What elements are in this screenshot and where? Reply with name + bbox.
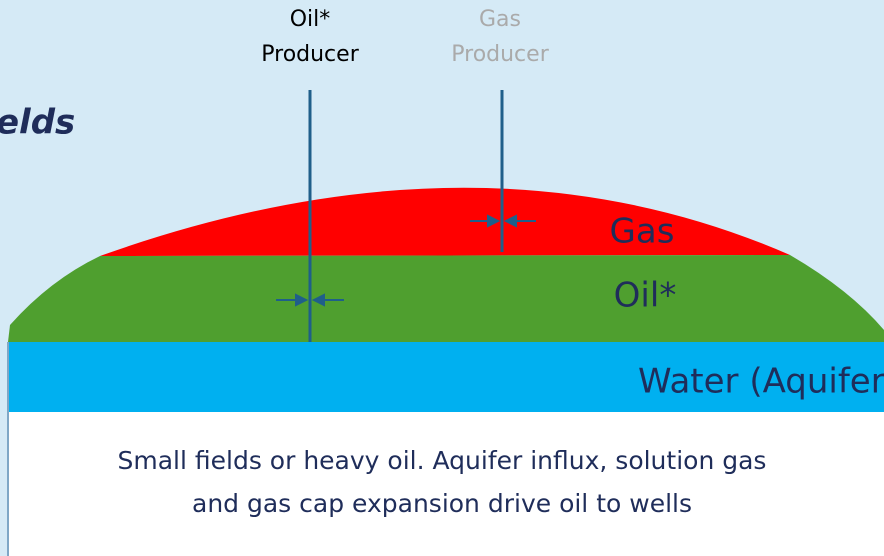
well-label: Producer — [451, 42, 549, 67]
well-label: Gas — [479, 7, 521, 32]
oil-zone — [8, 255, 884, 342]
zone-label: Gas — [610, 212, 675, 252]
caption-box — [8, 412, 884, 556]
well-label: Producer — [261, 42, 359, 67]
zone-label: Oil* — [614, 276, 677, 316]
title: elds — [0, 103, 75, 143]
well-label: Oil* — [290, 7, 331, 32]
zone-label: Water (Aquifer) — [638, 362, 884, 402]
caption: Small fields or heavy oil. Aquifer influ… — [118, 446, 767, 475]
caption: and gas cap expansion drive oil to wells — [192, 489, 692, 518]
diagram: elds Oil* Producer Gas Producer Gas Oil*… — [0, 0, 884, 556]
